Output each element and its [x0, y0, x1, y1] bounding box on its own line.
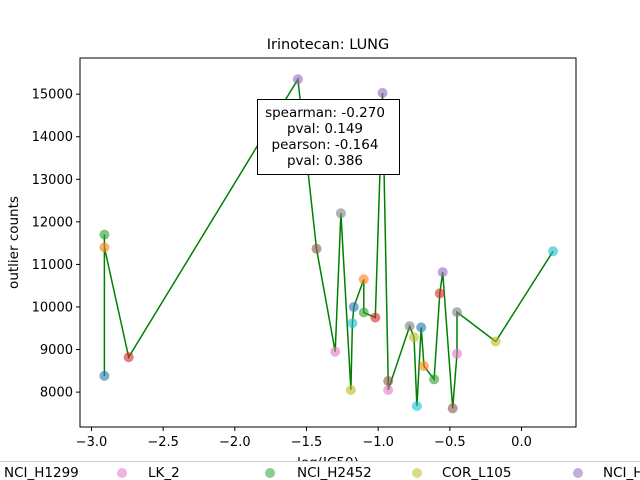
plot-frame [79, 57, 577, 428]
data-point [447, 403, 458, 414]
data-point [416, 322, 427, 333]
legend-entry: COR_L105 [412, 465, 511, 480]
legend-label: NCI_H [603, 465, 640, 480]
y-tick-label: 9000 [40, 343, 73, 358]
legend-marker [412, 468, 422, 478]
x-axis: −3.0 −2.5 −2.0 −1.5 −1.0 −0.5 0.0 [76, 427, 532, 450]
data-point [411, 401, 422, 412]
legend-frame [0, 461, 640, 480]
legend-entry: LK_2 [117, 465, 180, 480]
y-axis-label: outlier counts [6, 196, 22, 289]
data-point [490, 336, 501, 347]
data-point [429, 374, 440, 385]
legend-entry: NCI_H2452 [265, 465, 372, 480]
data-point [383, 376, 394, 386]
stats-spearman-pval: pval: 0.149 [287, 121, 363, 137]
chart-title: Irinotecan: LUNG [267, 37, 390, 53]
legend-entry: NCI_H [573, 465, 640, 480]
legend-label: NCI_H1299 [4, 465, 79, 480]
data-point [452, 348, 462, 359]
data-point [292, 74, 303, 85]
legend-marker [573, 468, 583, 478]
x-tick-label: −1.0 [362, 435, 394, 450]
stats-spearman: spearman: -0.270 [265, 105, 385, 121]
x-tick-label: −3.0 [76, 435, 108, 450]
y-tick-label: 8000 [40, 386, 73, 401]
data-point [358, 307, 369, 318]
data-point [330, 346, 341, 357]
legend-marker [117, 468, 127, 478]
data-point [434, 288, 445, 299]
legend-label: LK_2 [148, 465, 180, 480]
y-axis: 8000 9000 10000 11000 12000 13000 14000 15000 [32, 88, 80, 401]
data-point [409, 332, 419, 343]
x-tick-label: −1.5 [291, 435, 323, 450]
y-tick-label: 12000 [32, 215, 73, 230]
legend-entry: NCI_H1299 [4, 465, 79, 480]
data-point [437, 267, 448, 278]
data-point [370, 312, 381, 323]
plot-area [99, 74, 559, 414]
data-point [404, 321, 415, 332]
x-tick-label: −2.5 [147, 435, 179, 450]
data-point [377, 87, 388, 98]
data-point [335, 208, 346, 219]
legend-label: NCI_H2452 [297, 465, 372, 480]
stats-box: spearman: -0.270 pval: 0.149 pearson: -0… [257, 99, 400, 175]
data-point [123, 352, 134, 363]
y-tick-label: 10000 [32, 300, 73, 315]
data-point [358, 274, 369, 285]
data-point [548, 246, 559, 257]
legend-label: COR_L105 [442, 465, 511, 480]
stats-box-frame [257, 99, 400, 175]
data-point [452, 307, 462, 318]
x-tick-label: 0.0 [511, 435, 532, 450]
legend-marker [265, 468, 275, 478]
y-tick-label: 15000 [32, 88, 73, 103]
y-tick-label: 11000 [32, 258, 73, 273]
stats-pearson: pearson: -0.164 [272, 137, 379, 153]
y-tick-label: 14000 [32, 130, 73, 145]
data-point [383, 385, 394, 395]
legend: NCI_H1299 LK_2 NCI_H2452 COR_L105 NCI_H [0, 461, 640, 480]
x-tick-label: −0.5 [434, 435, 466, 450]
data-point [99, 370, 110, 381]
data-point [345, 385, 356, 395]
data-point [347, 318, 358, 329]
data-point [311, 243, 322, 254]
data-point [99, 229, 110, 240]
y-tick-label: 13000 [32, 173, 73, 188]
data-point [348, 302, 359, 312]
data-point [419, 361, 429, 372]
stats-pearson-pval: pval: 0.386 [287, 153, 363, 169]
data-point [99, 242, 110, 253]
x-tick-label: −2.0 [219, 435, 251, 450]
